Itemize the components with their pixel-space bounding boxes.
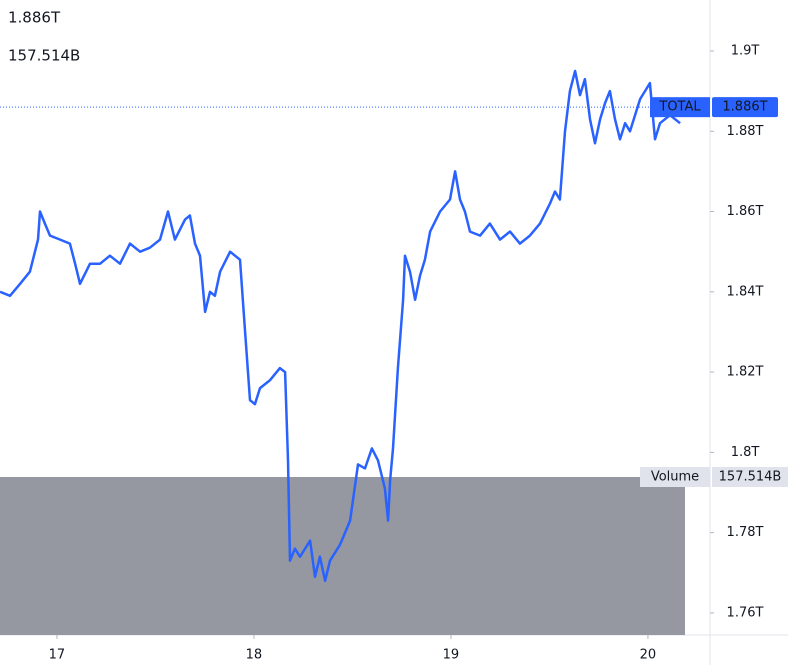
- x-tick-label: 17: [49, 648, 66, 663]
- series-name: TOTAL: [658, 100, 701, 115]
- y-tick-label: 1.82T: [727, 365, 764, 380]
- y-tick-label: 1.76T: [727, 605, 764, 620]
- header-price: 1.886T: [8, 9, 61, 27]
- volume-badge: [640, 467, 710, 487]
- price-line: [0, 69, 681, 583]
- x-tick-label: 18: [246, 648, 263, 663]
- y-tick-label: 1.88T: [727, 124, 764, 139]
- x-tick-label: 20: [640, 648, 657, 663]
- volume-label: 157.514B: [719, 470, 782, 485]
- y-tick-label: 1.84T: [727, 284, 764, 299]
- x-tick-label: 19: [443, 648, 460, 663]
- volume-area: [0, 477, 685, 635]
- y-tick-label: 1.9T: [731, 43, 760, 58]
- y-tick-label: 1.8T: [731, 445, 760, 460]
- price-badge: [712, 97, 778, 118]
- series-badge: [650, 97, 710, 118]
- header-volume: 157.514B: [8, 47, 80, 65]
- volume-value-badge: [712, 467, 788, 487]
- y-tick-label: 1.78T: [727, 525, 764, 540]
- y-tick-label: 1.86T: [727, 204, 764, 219]
- volume-name: Volume: [651, 470, 699, 485]
- price-label: 1.886T: [722, 100, 767, 115]
